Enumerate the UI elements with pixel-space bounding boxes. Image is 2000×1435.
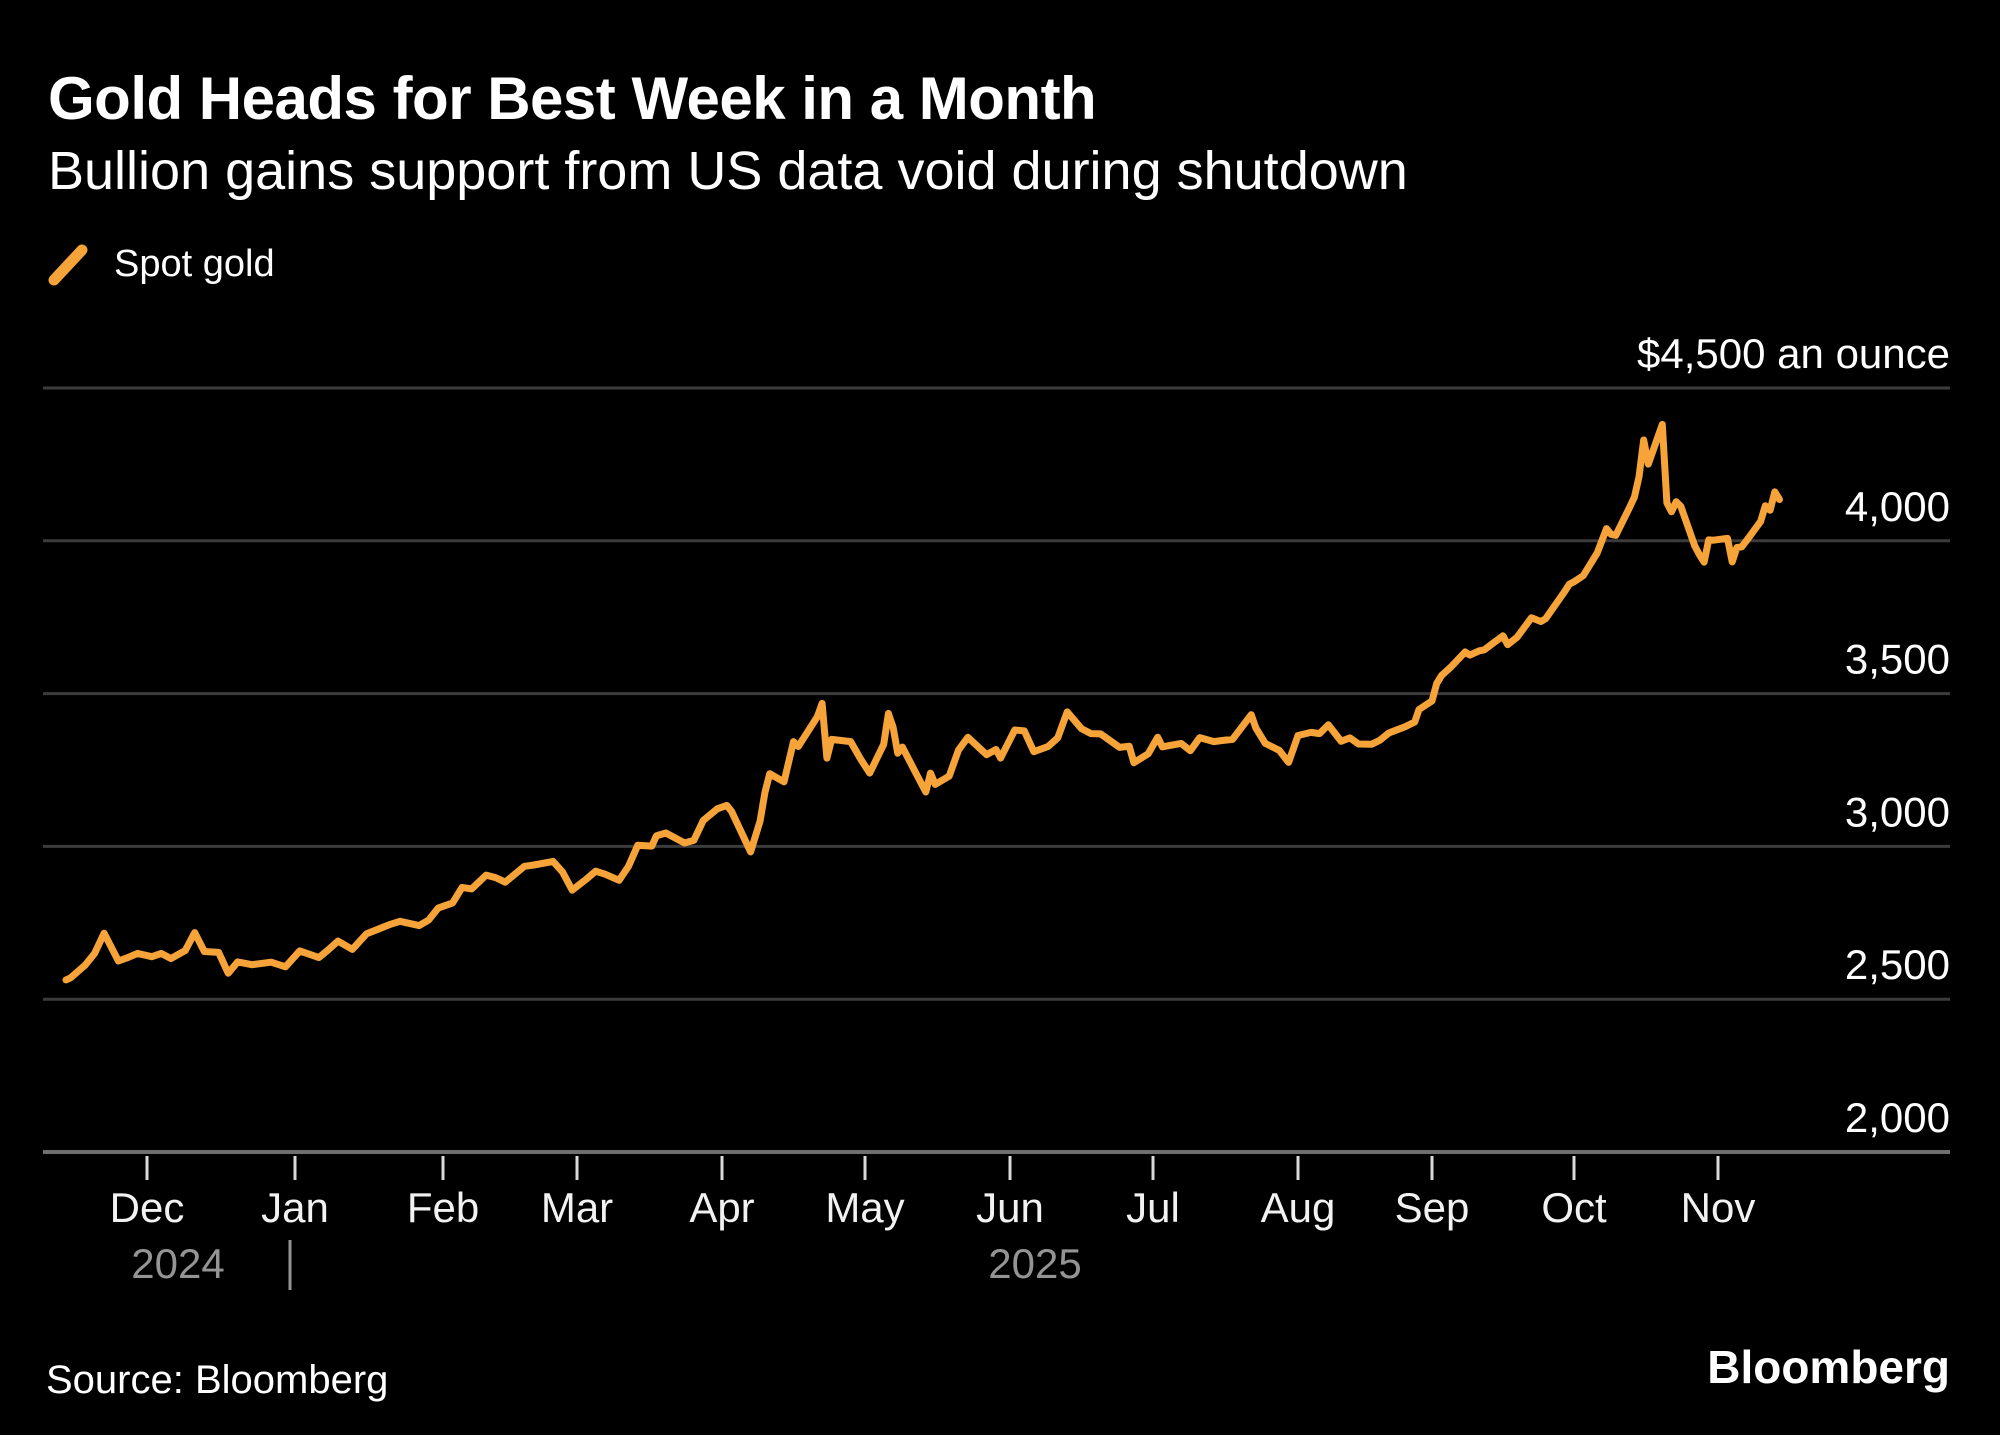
y-tick-label-4000: 4,000	[1845, 483, 1950, 530]
legend-label: Spot gold	[114, 242, 275, 285]
month-label-Aug: Aug	[1261, 1184, 1336, 1231]
month-label-May: May	[825, 1184, 904, 1231]
month-label-Apr: Apr	[689, 1184, 754, 1231]
month-label-Mar: Mar	[541, 1184, 613, 1231]
source-note: Source: Bloomberg	[46, 1358, 389, 1402]
month-label-Jan: Jan	[261, 1184, 329, 1231]
y-tick-label-3000: 3,000	[1845, 788, 1950, 835]
month-label-Dec: Dec	[110, 1184, 185, 1231]
y-tick-label-2500: 2,500	[1845, 941, 1950, 988]
month-label-Oct: Oct	[1541, 1184, 1607, 1231]
page-subtitle: Bullion gains support from US data void …	[48, 141, 1408, 201]
y-tick-label-2000: 2,000	[1845, 1094, 1950, 1141]
year-label-2024: 2024	[131, 1240, 224, 1287]
month-label-Jun: Jun	[976, 1184, 1044, 1231]
orange-slash-icon	[48, 244, 88, 286]
month-label-Nov: Nov	[1681, 1184, 1756, 1231]
y-axis-unit-label: $4,500 an ounce	[1637, 330, 1950, 377]
year-label-2025: 2025	[988, 1240, 1081, 1287]
page-title: Gold Heads for Best Week in a Month	[48, 65, 1097, 132]
y-tick-label-3500: 3,500	[1845, 636, 1950, 683]
spot-gold-line	[62, 420, 1783, 984]
month-label-Feb: Feb	[407, 1184, 479, 1231]
legend: Spot gold	[48, 242, 275, 286]
month-label-Jul: Jul	[1126, 1184, 1180, 1231]
month-label-Sep: Sep	[1395, 1184, 1470, 1231]
bloomberg-logo: Bloomberg	[1707, 1341, 1950, 1393]
